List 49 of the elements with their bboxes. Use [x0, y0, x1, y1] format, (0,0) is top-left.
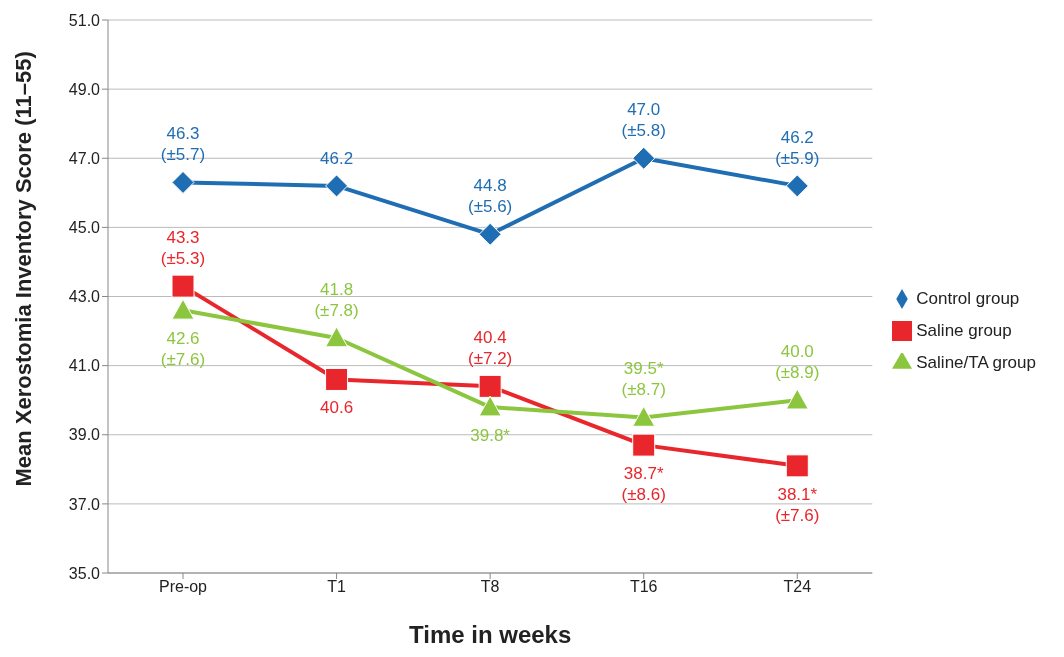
- point: [785, 454, 809, 478]
- y-tick-label: 45.0: [68, 219, 101, 237]
- point: [171, 274, 195, 298]
- data-label: 38.1* (±7.6): [775, 484, 820, 525]
- point: [632, 146, 656, 170]
- point: [478, 395, 502, 417]
- legend-label: Saline/TA group: [916, 352, 1036, 372]
- data-label: 46.2: [320, 148, 354, 168]
- point: [785, 174, 809, 198]
- y-axis-title: Mean Xerostomia Inventory Score (11–55): [10, 51, 36, 487]
- y-tick-label: 49.0: [68, 80, 101, 98]
- point: [325, 367, 349, 391]
- point: [171, 298, 195, 320]
- point: [478, 374, 502, 398]
- data-label: 44.8 (±5.6): [467, 176, 513, 217]
- data-label: 40.0 (±8.9): [775, 342, 820, 383]
- data-label: 38.7* (±8.6): [621, 464, 666, 505]
- data-label: 40.6: [320, 398, 354, 418]
- point: [325, 174, 349, 198]
- legend-label: Saline group: [916, 320, 1012, 340]
- y-tick-label: 43.0: [68, 288, 101, 306]
- x-tick-label: T24: [783, 578, 812, 596]
- y-tick-label: 35.0: [68, 564, 101, 582]
- data-label: 39.8*: [470, 426, 511, 446]
- point: [171, 170, 195, 194]
- data-label: 47.0 (±5.8): [621, 100, 666, 141]
- y-tick-label: 41.0: [68, 357, 101, 375]
- x-tick-label: Pre-op: [158, 578, 208, 596]
- y-tick-label: 47.0: [68, 149, 101, 167]
- data-label: 42.6 (±7.6): [160, 329, 206, 370]
- point: [325, 326, 349, 348]
- point: [478, 222, 502, 246]
- data-label: 43.3 (±5.3): [160, 228, 206, 269]
- point: [632, 405, 656, 427]
- point: [785, 388, 809, 410]
- x-tick-label: T1: [327, 578, 347, 596]
- x-axis-title: Time in weeks: [408, 621, 572, 648]
- data-label: 40.4 (±7.2): [467, 328, 513, 369]
- data-label: 46.2 (±5.9): [775, 127, 820, 168]
- y-tick-label: 39.0: [68, 426, 101, 444]
- x-tick-label: T8: [480, 578, 500, 596]
- point: [632, 433, 656, 457]
- data-label: 41.8 (±7.8): [314, 279, 359, 320]
- legend-label: Control group: [916, 288, 1020, 308]
- data-label: 46.3 (±5.7): [160, 124, 206, 165]
- x-tick-label: T16: [629, 578, 658, 596]
- y-tick-label: 51.0: [68, 11, 101, 29]
- y-tick-label: 37.0: [68, 495, 101, 513]
- data-label: 39.5* (±8.7): [621, 359, 666, 400]
